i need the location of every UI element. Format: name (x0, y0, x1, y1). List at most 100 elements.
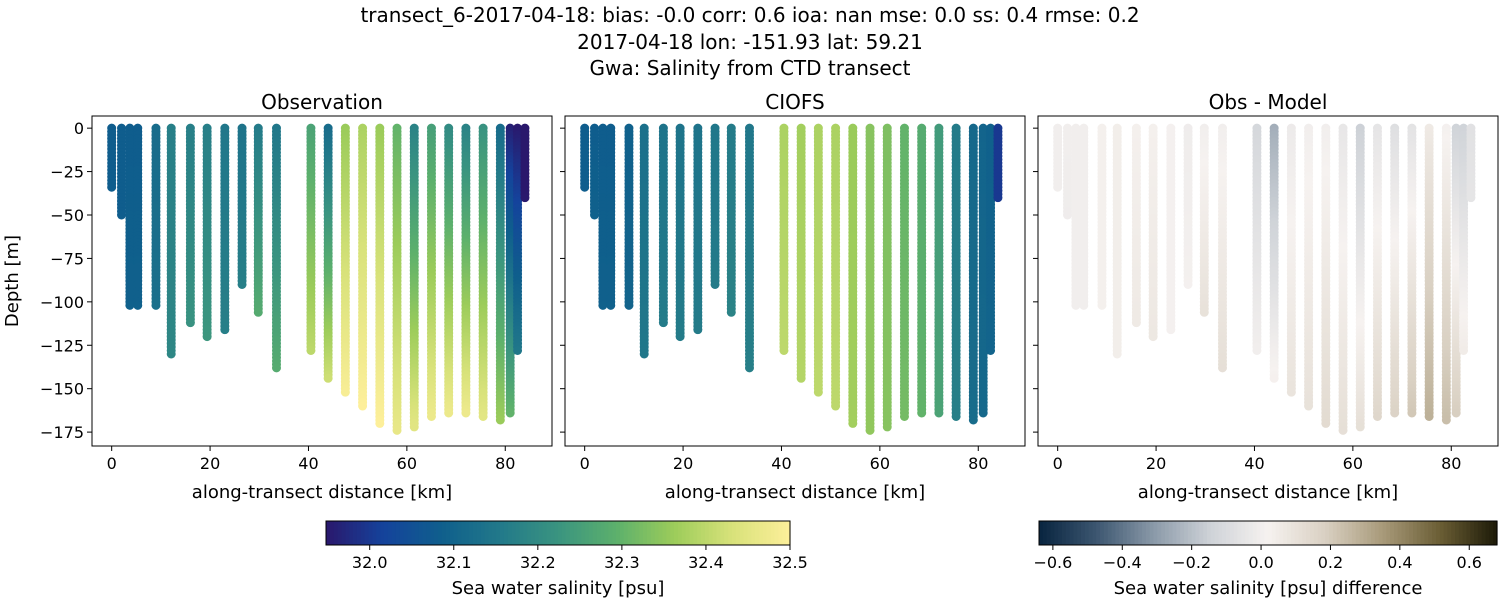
data-point (675, 332, 685, 342)
x-tick-label: 0 (580, 454, 590, 473)
data-point (639, 349, 649, 359)
data-point (590, 210, 600, 220)
data-point (1148, 332, 1158, 342)
data-point (693, 325, 703, 335)
data-point (796, 373, 806, 383)
x-tick-label: 60 (870, 454, 890, 473)
panel-title: CIOFS (765, 90, 824, 114)
data-point (1071, 300, 1081, 310)
data-point (993, 193, 1003, 203)
data-point (710, 279, 720, 289)
y-tick-label: 0 (74, 119, 84, 138)
data-point (899, 411, 909, 421)
data-point (1372, 411, 1382, 421)
data-point (1355, 422, 1365, 432)
x-axis-label: along-transect distance [km] (665, 482, 925, 503)
data-point (744, 363, 754, 373)
data-point (1063, 210, 1073, 220)
data-point (185, 318, 195, 328)
data-point (1097, 300, 1107, 310)
data-point (478, 411, 488, 421)
data-point (505, 408, 515, 418)
data-point (133, 300, 143, 310)
data-point (986, 345, 996, 355)
data-point (271, 363, 281, 373)
data-point (658, 318, 668, 328)
x-tick-label: 0 (107, 454, 117, 473)
y-tick-label: −150 (40, 380, 84, 399)
data-point (1199, 307, 1209, 317)
data-points (580, 123, 1003, 435)
data-point (598, 300, 608, 310)
y-tick-label: −25 (50, 163, 84, 182)
data-point (606, 300, 616, 310)
data-point (882, 422, 892, 432)
panel-1: CIOFS 0 20 40 60 80 along-transect distance [k… (560, 90, 1026, 503)
data-point (1183, 279, 1193, 289)
data-point (306, 345, 316, 355)
x-tick-label: 40 (298, 454, 318, 473)
data-point (580, 182, 590, 192)
y-tick-label: −100 (40, 293, 84, 312)
data-point (1252, 345, 1262, 355)
y-tick-label: −175 (40, 423, 84, 442)
data-point (831, 401, 841, 411)
data-point (1321, 418, 1331, 428)
data-point (1166, 325, 1176, 335)
data-point (978, 408, 988, 418)
data-point (1338, 425, 1348, 435)
data-point (426, 411, 436, 421)
data-point (1131, 318, 1141, 328)
data-point (495, 415, 505, 425)
data-point (125, 300, 135, 310)
x-tick-label: 20 (200, 454, 220, 473)
data-point (1053, 182, 1063, 192)
data-point (461, 408, 471, 418)
y-tick-label: −125 (40, 336, 84, 355)
data-point (392, 425, 402, 435)
data-points (1053, 123, 1476, 435)
data-point (1407, 408, 1417, 418)
data-point (117, 210, 127, 220)
data-point (358, 401, 368, 411)
x-tick-label: 40 (771, 454, 791, 473)
data-point (520, 193, 530, 203)
y-tick-label: −75 (50, 249, 84, 268)
data-point (375, 418, 385, 428)
data-point (220, 325, 230, 335)
data-point (779, 345, 789, 355)
y-axis-label: Depth [m] (2, 235, 23, 327)
data-point (1286, 387, 1296, 397)
data-point (848, 418, 858, 428)
data-point (1112, 349, 1122, 359)
data-points (107, 123, 530, 435)
panel-title: Observation (261, 90, 383, 114)
data-point (865, 425, 875, 435)
data-point (107, 182, 117, 192)
x-tick-label: 80 (968, 454, 988, 473)
x-tick-label: 20 (673, 454, 693, 473)
data-point (1079, 300, 1089, 310)
data-point (340, 387, 350, 397)
data-point (151, 300, 161, 310)
data-point (1269, 373, 1279, 383)
data-point (323, 373, 333, 383)
data-point (726, 307, 736, 317)
data-point (813, 387, 823, 397)
data-point (951, 411, 961, 421)
data-point (934, 408, 944, 418)
y-tick-label: −50 (50, 206, 84, 225)
x-tick-label: 80 (495, 454, 515, 473)
data-point (444, 408, 454, 418)
data-point (253, 307, 263, 317)
data-point (624, 300, 634, 310)
data-point (917, 408, 927, 418)
data-point (1304, 401, 1314, 411)
data-point (409, 422, 419, 432)
x-axis-label: along-transect distance [km] (192, 482, 452, 503)
data-point (237, 279, 247, 289)
